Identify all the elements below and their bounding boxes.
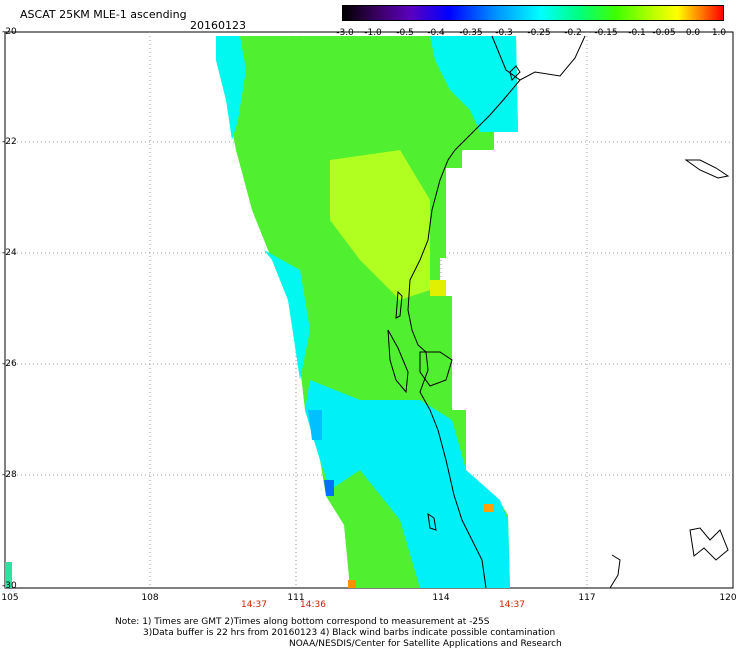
swath-blue-patch xyxy=(324,480,334,496)
time-label: 14:36 xyxy=(300,600,326,610)
lon-label: 105 xyxy=(1,593,19,603)
island xyxy=(395,290,403,319)
colorbar-tick: 0.0 xyxy=(685,28,701,38)
colorbar-tick: -0.05 xyxy=(652,28,676,38)
colorbar-tick: -1.0 xyxy=(364,28,382,38)
colorbar-tick: -0.3 xyxy=(495,28,513,38)
lat-label: -28 xyxy=(2,470,17,480)
lon-label: 108 xyxy=(141,593,159,603)
lat-label: -24 xyxy=(2,248,17,258)
lon-label: 117 xyxy=(578,593,596,603)
map-date: 20160123 xyxy=(190,19,246,32)
island xyxy=(427,512,437,531)
colorbar-tick: -3.0 xyxy=(336,28,354,38)
lat-label: -22 xyxy=(2,137,17,147)
note-line-3: NOAA/NESDIS/Center for Satellite Applica… xyxy=(289,639,562,649)
note-line-1: Note: 1) Times are GMT 2)Times along bot… xyxy=(115,617,490,627)
swath-blue-patch xyxy=(308,410,322,440)
colorbar-tick: 1.0 xyxy=(711,28,727,38)
island xyxy=(509,65,521,81)
lon-label: 120 xyxy=(719,593,737,603)
lon-label: 111 xyxy=(287,593,305,603)
colorbar-tick: -0.1 xyxy=(628,28,646,38)
swath-cyan-bottom xyxy=(305,380,510,588)
colorbar-tick: -0.15 xyxy=(594,28,618,38)
map-title: ASCAT 25KM MLE-1 ascending xyxy=(20,8,187,21)
coastline-peninsula xyxy=(387,329,409,394)
note-line-2: 3)Data buffer is 22 hrs from 20160123 4)… xyxy=(143,628,556,638)
lat-label: -30 xyxy=(2,581,17,591)
time-label: 14:37 xyxy=(499,600,525,610)
island xyxy=(684,159,730,179)
lon-label: 114 xyxy=(432,593,450,603)
lat-label: -20 xyxy=(2,27,17,37)
swath-cyan-top xyxy=(216,36,246,140)
swath-edge-patch xyxy=(5,562,12,588)
swath-orange-patch xyxy=(348,580,356,588)
colorbar-tick: -0.5 xyxy=(396,28,414,38)
island xyxy=(609,554,621,589)
island xyxy=(689,527,729,561)
swath-cyan-left xyxy=(264,250,310,380)
colorbar-tick: -0.2 xyxy=(564,28,582,38)
colorbar-tick: -0.25 xyxy=(527,28,551,38)
time-label: 14:37 xyxy=(241,600,267,610)
coastline-bay xyxy=(419,351,453,387)
lat-label: -26 xyxy=(2,359,17,369)
swath-yellow-green xyxy=(330,150,430,300)
colorbar-tick: -0.35 xyxy=(459,28,483,38)
colorbar xyxy=(342,5,724,21)
colorbar-tick: -0.4 xyxy=(427,28,445,38)
coastline xyxy=(407,35,586,589)
swath-yellow-patch xyxy=(430,280,446,296)
swath-orange-patch xyxy=(484,504,494,512)
